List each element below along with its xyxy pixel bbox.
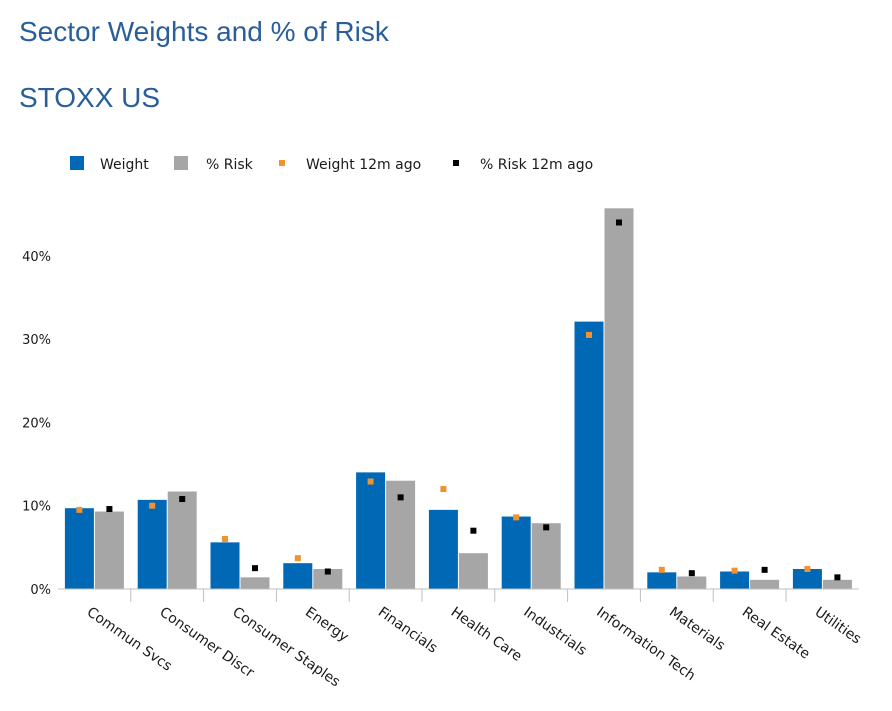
bar-weight-health-care — [428, 509, 458, 589]
marker-pct-risk-12m-ago-utilities — [834, 574, 841, 581]
marker-weight-12m-ago-energy — [294, 555, 301, 562]
bar-pct-risk-real-estate — [750, 579, 780, 589]
marker-pct-risk-12m-ago-energy — [324, 568, 331, 575]
marker-weight-12m-ago-real-estate — [731, 567, 738, 574]
legend-swatch-weight — [70, 156, 84, 170]
legend: Weight % Risk Weight 12m ago % Risk 12m ago — [70, 156, 593, 173]
marker-weight-12m-ago-materials — [658, 566, 665, 573]
y-tick-label: 10% — [22, 500, 51, 515]
bar-weight-materials — [647, 572, 677, 589]
bar-weight-information-tech — [574, 321, 604, 589]
bar-weight-financials — [356, 472, 386, 589]
y-tick-label: 20% — [22, 416, 51, 431]
bar-weight-consumer-discr — [137, 499, 167, 589]
marker-pct-risk-12m-ago-consumer-discr — [179, 496, 186, 503]
x-category-label: Real Estate — [739, 604, 813, 662]
bars — [64, 208, 852, 589]
x-category-label: Energy — [302, 604, 351, 645]
bar-weight-commun-svcs — [64, 508, 94, 589]
marker-weight-12m-ago-consumer-staples — [222, 536, 228, 543]
chart-title: Sector Weights and % of Risk — [19, 16, 389, 47]
legend-swatch-weight-12m-ago — [279, 160, 285, 166]
marker-pct-risk-12m-ago-real-estate — [761, 566, 768, 573]
marker-weight-12m-ago-utilities — [804, 566, 811, 573]
markers — [76, 219, 841, 581]
x-category-label: Utilities — [812, 604, 864, 647]
y-tick-label: 40% — [22, 250, 51, 265]
marker-pct-risk-12m-ago-financials — [397, 494, 404, 501]
bar-weight-consumer-staples — [210, 542, 240, 589]
marker-pct-risk-12m-ago-health-care — [470, 527, 477, 534]
marker-pct-risk-12m-ago-materials — [688, 570, 695, 577]
legend-label-weight: Weight — [100, 157, 149, 173]
y-axis: 0% 10% 20% 30% 40% — [22, 250, 51, 598]
x-category-label: Materials — [666, 604, 728, 654]
bar-pct-risk-materials — [677, 576, 707, 589]
x-category-label: Industrials — [521, 604, 590, 659]
bar-pct-risk-energy — [313, 569, 343, 589]
bar-pct-risk-consumer-discr — [167, 491, 197, 589]
marker-pct-risk-12m-ago-consumer-staples — [252, 565, 258, 572]
marker-weight-12m-ago-information-tech — [586, 331, 592, 338]
marker-pct-risk-12m-ago-information-tech — [616, 219, 622, 226]
marker-weight-12m-ago-consumer-discr — [149, 502, 156, 509]
x-category-label: Health Care — [448, 604, 525, 665]
marker-pct-risk-12m-ago-industrials — [543, 524, 550, 531]
y-tick-label: 30% — [22, 333, 51, 348]
legend-label-pct-risk-12m-ago: % Risk 12m ago — [480, 157, 593, 173]
legend-swatch-pct-risk-12m-ago — [453, 160, 459, 166]
bar-weight-industrials — [501, 516, 531, 589]
bar-weight-real-estate — [720, 571, 750, 589]
chart-subtitle: STOXX US — [19, 82, 161, 113]
bar-pct-risk-consumer-staples — [240, 577, 270, 589]
bar-pct-risk-utilities — [822, 579, 852, 589]
bar-weight-energy — [283, 563, 313, 589]
marker-weight-12m-ago-health-care — [440, 486, 447, 493]
bar-pct-risk-commun-svcs — [94, 511, 124, 589]
marker-weight-12m-ago-financials — [367, 478, 374, 485]
bar-pct-risk-information-tech — [604, 208, 634, 589]
marker-pct-risk-12m-ago-commun-svcs — [106, 506, 113, 513]
bar-weight-utilities — [792, 569, 822, 589]
marker-weight-12m-ago-industrials — [513, 514, 520, 521]
bar-pct-risk-health-care — [458, 553, 488, 589]
x-category-label: Financials — [375, 604, 440, 656]
bar-pct-risk-industrials — [531, 523, 561, 589]
legend-label-weight-12m-ago: Weight 12m ago — [306, 157, 421, 173]
legend-label-pct-risk: % Risk — [206, 157, 254, 173]
marker-weight-12m-ago-commun-svcs — [76, 506, 83, 513]
y-tick-label: 0% — [30, 583, 51, 598]
legend-swatch-pct-risk — [174, 156, 188, 170]
